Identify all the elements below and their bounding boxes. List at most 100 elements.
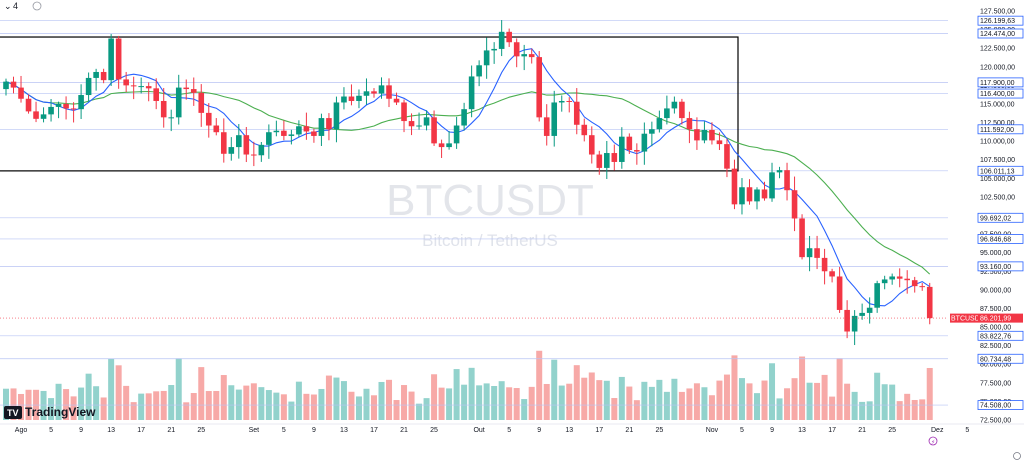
time-tick-label: 5 bbox=[740, 427, 744, 434]
volume-bar bbox=[10, 388, 17, 420]
volume-bar bbox=[333, 377, 340, 420]
candle-body bbox=[904, 278, 910, 281]
candle-down bbox=[348, 84, 355, 106]
candle-body bbox=[611, 153, 618, 162]
slow-moving-average-line bbox=[5, 81, 931, 275]
candle-body bbox=[709, 129, 715, 141]
time-tick-label: 21 bbox=[400, 427, 408, 434]
level-label-text: 117.900,00 bbox=[980, 80, 1015, 87]
candle-down bbox=[686, 111, 693, 144]
candle-up bbox=[476, 60, 482, 87]
settings-icon[interactable] bbox=[32, 1, 42, 11]
candle-body bbox=[25, 98, 32, 112]
volume-bar bbox=[63, 389, 70, 420]
candle-body bbox=[566, 100, 573, 102]
candle-down bbox=[281, 120, 287, 141]
level-label-text: 80.734,48 bbox=[980, 356, 1011, 363]
lightning-icon[interactable] bbox=[928, 436, 938, 446]
time-tick-label: 25 bbox=[197, 427, 205, 434]
volume-bar bbox=[363, 388, 370, 420]
time-axis[interactable]: Ago 5 9 13 17 21 25 Set 5 9 13 17 21 25 Out 5 9 13 17 21 25 N… bbox=[0, 423, 1024, 434]
candle-body bbox=[686, 118, 693, 130]
candle-up bbox=[108, 34, 114, 87]
volume-bar bbox=[205, 391, 212, 420]
volume-bar bbox=[836, 358, 843, 420]
candle-up bbox=[739, 178, 745, 215]
candle-down bbox=[33, 101, 39, 123]
volume-bar bbox=[310, 394, 317, 420]
candle-up bbox=[664, 95, 670, 125]
candle-body bbox=[100, 71, 107, 81]
volume-bar bbox=[821, 374, 828, 420]
level-label-box bbox=[977, 261, 1024, 272]
candle-body bbox=[386, 85, 392, 99]
time-tick-label: 9 bbox=[537, 427, 541, 434]
volume-bar bbox=[528, 386, 535, 420]
volume-bar bbox=[566, 383, 573, 420]
price-axis[interactable]: 72.500,0075.000,0077.500,0080.000,0082.5… bbox=[950, 9, 1024, 425]
level-label: 93.160,00 bbox=[977, 261, 1024, 272]
volume-bar bbox=[754, 393, 760, 420]
candle-down bbox=[190, 77, 197, 106]
volume-bar bbox=[453, 369, 460, 420]
candle-body bbox=[266, 132, 272, 145]
level-label-text: 124.474,00 bbox=[980, 31, 1015, 38]
candle-up bbox=[48, 99, 54, 122]
level-label: 96.846,68 bbox=[977, 234, 1024, 244]
candle-body bbox=[656, 118, 663, 130]
last-price-symbol-tag bbox=[950, 313, 978, 323]
volume-bar bbox=[904, 393, 911, 420]
volume-bar bbox=[288, 401, 295, 420]
volume-bar bbox=[243, 385, 250, 420]
candle-up bbox=[423, 110, 430, 131]
candle-body bbox=[423, 117, 430, 126]
candle-body bbox=[183, 87, 190, 90]
candle-body bbox=[799, 218, 805, 258]
collapse-chevron-icon[interactable]: ⌄ bbox=[4, 1, 12, 11]
candle-body bbox=[844, 309, 850, 332]
candle-body bbox=[446, 143, 452, 148]
watermark-symbol: BTCUSDT bbox=[386, 176, 594, 225]
candle-body bbox=[55, 103, 62, 107]
candle-down bbox=[386, 78, 392, 108]
candle-body bbox=[93, 71, 99, 78]
candle-up bbox=[866, 297, 873, 324]
candle-down bbox=[243, 126, 250, 163]
candle-down bbox=[371, 88, 377, 98]
level-label-box bbox=[977, 77, 1024, 88]
candle-up bbox=[93, 68, 99, 91]
candle-up bbox=[85, 72, 92, 102]
candle-down bbox=[709, 122, 715, 145]
volume-bar bbox=[881, 384, 888, 420]
candle-body bbox=[198, 92, 205, 113]
candle-body bbox=[543, 117, 550, 136]
candle-body bbox=[596, 154, 603, 168]
candle-body bbox=[896, 276, 903, 279]
tradingview-logo[interactable]: TV TradingView bbox=[4, 405, 96, 419]
volume-bar bbox=[693, 383, 700, 420]
candle-body bbox=[491, 48, 497, 51]
volume-bar bbox=[123, 385, 130, 420]
volume-bar bbox=[491, 386, 498, 420]
price-tick-label: 82.500,00 bbox=[980, 343, 1011, 350]
level-label-text: 74.508,00 bbox=[980, 403, 1011, 410]
candle-body bbox=[115, 38, 122, 80]
candle-body bbox=[784, 170, 790, 191]
volume-bar bbox=[701, 387, 708, 420]
candle-up bbox=[671, 96, 678, 114]
candle-body bbox=[919, 286, 926, 288]
time-tick-label: 25 bbox=[430, 427, 438, 434]
candle-body bbox=[821, 257, 828, 272]
candle-up bbox=[453, 116, 460, 149]
candle-down bbox=[160, 87, 167, 128]
candle-body bbox=[258, 144, 265, 156]
time-tick-label: 17 bbox=[370, 427, 378, 434]
volume-bar bbox=[220, 375, 227, 420]
settings-gear-icon[interactable] bbox=[1013, 452, 1021, 460]
volume-bar bbox=[70, 396, 77, 420]
volume-bar bbox=[498, 381, 505, 420]
volume-bar bbox=[716, 380, 723, 420]
volume-bar bbox=[423, 398, 430, 420]
time-tick-label: 5 bbox=[507, 427, 511, 434]
